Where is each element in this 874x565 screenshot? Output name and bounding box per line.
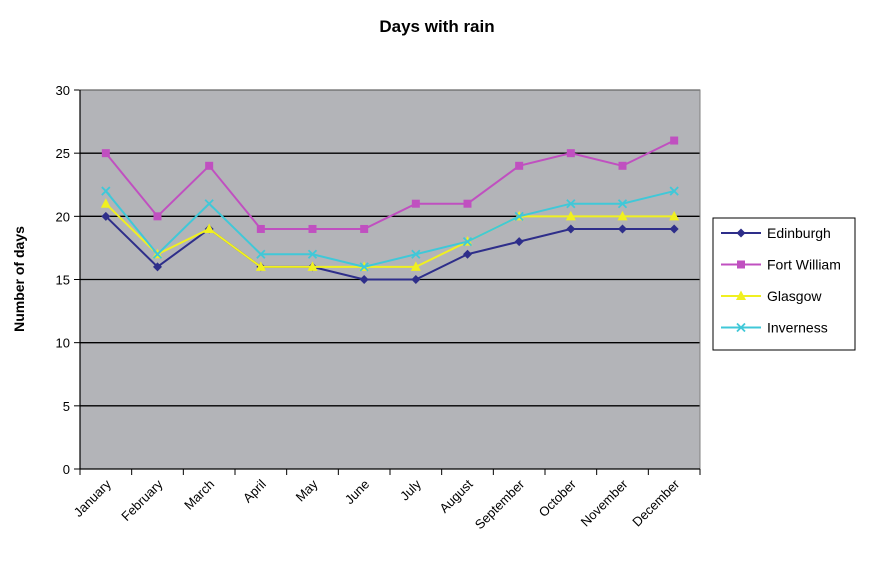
data-point: [101, 211, 111, 221]
data-point: [618, 224, 627, 234]
data-point: [669, 224, 679, 234]
x-tick-label: October: [536, 476, 580, 520]
data-point: [359, 262, 369, 272]
legend-item: Glasgow: [721, 288, 822, 304]
x-tick-label: August: [436, 476, 475, 515]
x-tick-label: July: [397, 476, 424, 503]
data-point: [670, 136, 679, 145]
y-tick-label: 0: [63, 462, 70, 477]
data-point: [462, 236, 473, 247]
series-group: [100, 136, 680, 284]
data-point: [308, 224, 317, 233]
data-point: [566, 199, 576, 209]
data-point: [566, 224, 576, 234]
data-point: [101, 186, 111, 196]
x-tick-label: April: [240, 476, 269, 505]
data-point: [307, 249, 318, 259]
legend-label: Inverness: [767, 320, 828, 336]
y-tick-label: 25: [56, 146, 70, 161]
legend: Edinburgh Fort William Glasgow Inverness: [712, 217, 856, 351]
series-inverness: [101, 186, 679, 272]
data-point: [255, 261, 266, 271]
data-point: [152, 249, 163, 259]
series-line: [105, 139, 675, 230]
y-tick-labels: 0 5 10 15 20 25 30: [56, 83, 70, 477]
legend-item: Fort William: [721, 257, 841, 273]
x-tick-labels: January February March April May June July Augu…: [71, 476, 683, 532]
y-tick-label: 20: [56, 209, 70, 224]
legend-label: Fort William: [767, 257, 841, 273]
x-tick-label: December: [629, 476, 682, 529]
series-fort-william: [101, 136, 679, 233]
legend-item: Edinburgh: [721, 225, 831, 241]
y-tick-label: 30: [56, 83, 70, 98]
data-point: [515, 161, 524, 170]
x-tick-label: November: [578, 476, 631, 529]
y-axis-label: Number of days: [11, 226, 27, 332]
data-point: [565, 210, 576, 221]
data-point: [566, 149, 575, 158]
data-point: [153, 262, 162, 272]
data-point: [737, 260, 745, 269]
data-point: [514, 237, 524, 247]
data-point: [669, 186, 679, 196]
series-line: [105, 190, 675, 268]
data-point: [307, 261, 318, 271]
data-point: [411, 275, 421, 284]
chart-title: Days with rain: [379, 17, 494, 36]
series-line: [105, 215, 675, 281]
data-point: [411, 199, 420, 208]
data-point: [205, 161, 214, 170]
data-point: [256, 249, 266, 259]
data-point: [736, 290, 746, 300]
y-tick-label: 15: [56, 273, 70, 288]
data-point: [100, 198, 111, 208]
data-point: [153, 212, 162, 221]
axes: [79, 89, 701, 475]
data-point: [410, 261, 421, 271]
data-point: [463, 199, 472, 208]
data-point: [204, 199, 214, 209]
x-tick-label: February: [118, 476, 166, 524]
data-point: [359, 275, 369, 284]
data-point: [256, 224, 265, 233]
x-tick-label: September: [472, 476, 528, 532]
legend-label: Edinburgh: [767, 225, 831, 241]
data-point: [463, 249, 472, 259]
y-tick-label: 5: [63, 399, 70, 414]
data-point: [618, 161, 627, 170]
data-point: [669, 210, 680, 221]
legend-item: Inverness: [721, 320, 828, 336]
data-point: [736, 228, 746, 238]
data-point: [617, 210, 628, 221]
legend-label: Glasgow: [767, 288, 822, 304]
x-tick-label: January: [71, 476, 115, 520]
data-point: [411, 249, 421, 259]
y-tick-label: 10: [56, 336, 70, 351]
data-point: [736, 322, 746, 333]
data-point: [617, 199, 628, 209]
data-point: [514, 211, 524, 221]
x-tick-label: June: [342, 477, 373, 508]
x-tick-label: March: [181, 477, 217, 513]
data-point: [101, 149, 110, 158]
series-line: [105, 202, 675, 268]
x-tick-label: May: [293, 476, 321, 504]
data-point: [360, 224, 369, 233]
data-point: [204, 223, 215, 233]
